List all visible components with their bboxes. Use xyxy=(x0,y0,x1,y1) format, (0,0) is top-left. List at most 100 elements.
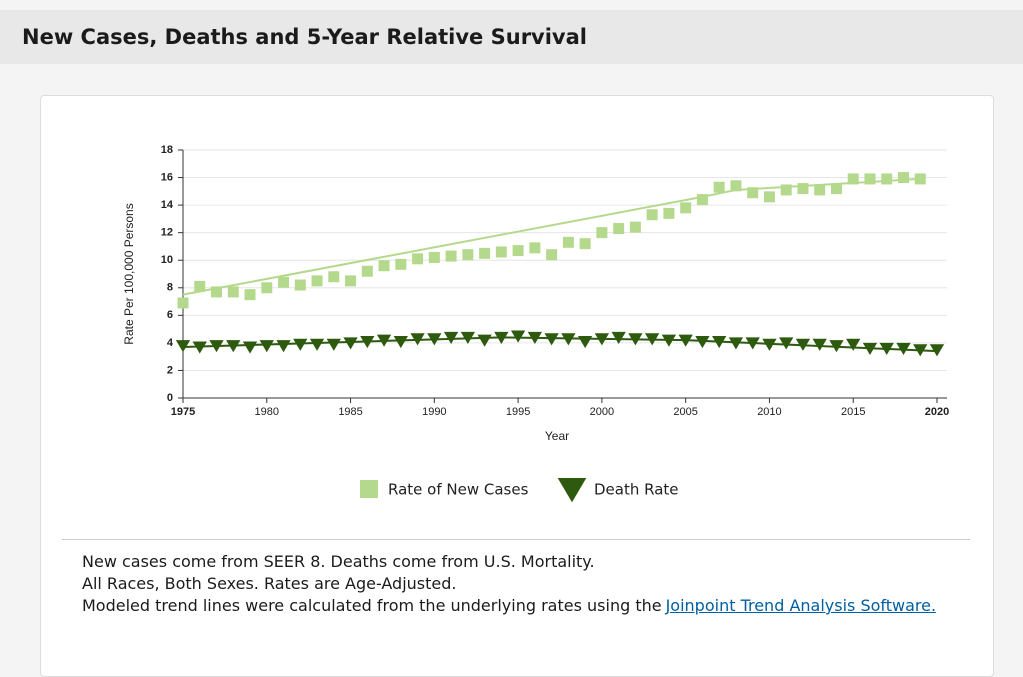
trend-line xyxy=(182,336,938,353)
x-tick-label: 1995 xyxy=(506,406,530,418)
header: New Cases, Deaths and 5-Year Relative Su… xyxy=(0,10,1023,64)
y-tick-label: 10 xyxy=(161,254,173,266)
marker xyxy=(343,337,358,350)
legend-label: Death Rate xyxy=(594,481,679,499)
legend-label: Rate of New Cases xyxy=(388,481,529,499)
marker xyxy=(361,265,373,277)
marker xyxy=(412,253,424,265)
marker xyxy=(211,286,223,298)
y-axis-label: Rate Per 100,000 Persons xyxy=(122,203,136,344)
marker xyxy=(881,173,893,185)
marker xyxy=(261,282,273,294)
marker xyxy=(495,246,507,258)
marker xyxy=(629,221,641,233)
marker xyxy=(846,338,861,351)
x-tick-label: 1985 xyxy=(338,406,362,418)
x-tick-label: 1975 xyxy=(171,406,195,418)
y-tick-label: 12 xyxy=(161,227,173,239)
x-tick-label: 2020 xyxy=(925,406,949,418)
marker xyxy=(276,340,291,353)
marker xyxy=(395,258,407,270)
marker xyxy=(460,331,475,344)
marker xyxy=(494,331,509,344)
marker xyxy=(829,340,844,353)
marker xyxy=(527,331,543,344)
marker xyxy=(294,279,306,291)
title: New Cases, Deaths and 5-Year Relative Su… xyxy=(22,25,587,49)
marker xyxy=(192,341,207,354)
legend-marker xyxy=(360,480,378,498)
marker xyxy=(661,334,677,347)
marker xyxy=(712,336,727,349)
marker xyxy=(611,331,626,344)
marker xyxy=(763,191,775,203)
marker xyxy=(462,249,474,261)
marker xyxy=(695,336,710,349)
x-tick-label: 1990 xyxy=(422,406,446,418)
marker xyxy=(510,330,526,343)
marker xyxy=(194,280,206,292)
marker xyxy=(259,340,274,353)
y-tick-label: 6 xyxy=(167,309,173,321)
x-tick-label: 2000 xyxy=(590,406,614,418)
marker xyxy=(713,181,725,193)
marker xyxy=(645,333,660,346)
marker xyxy=(546,249,558,261)
marker xyxy=(529,242,541,254)
x-axis-label: Year xyxy=(545,429,569,443)
marker xyxy=(812,338,827,351)
marker xyxy=(410,333,425,346)
marker xyxy=(762,338,777,351)
y-tick-label: 16 xyxy=(161,171,173,183)
marker xyxy=(227,286,239,298)
marker xyxy=(244,289,256,301)
marker xyxy=(795,338,811,351)
marker xyxy=(278,276,290,288)
marker xyxy=(477,334,492,347)
marker xyxy=(209,340,224,353)
marker xyxy=(577,336,593,349)
marker xyxy=(328,271,340,283)
link[interactable]: Joinpoint Trend Analysis Software. xyxy=(665,596,937,615)
marker xyxy=(226,340,241,353)
marker xyxy=(175,340,191,353)
marker xyxy=(897,172,909,184)
marker xyxy=(613,223,625,235)
marker xyxy=(445,250,457,262)
marker xyxy=(479,247,491,259)
marker xyxy=(797,183,809,195)
marker xyxy=(847,173,859,185)
note: Modeled trend lines were calculated from… xyxy=(82,595,942,617)
legend-marker xyxy=(557,478,587,503)
note: Modeled trend lines were calculated from… xyxy=(82,596,662,615)
marker xyxy=(830,183,842,195)
marker xyxy=(512,245,524,257)
marker xyxy=(293,338,308,351)
marker xyxy=(663,207,675,219)
marker xyxy=(747,187,759,199)
marker xyxy=(544,333,559,346)
marker xyxy=(929,344,945,357)
marker xyxy=(780,184,792,196)
marker xyxy=(745,337,760,350)
marker xyxy=(864,173,876,185)
marker xyxy=(309,338,325,351)
marker xyxy=(680,202,692,214)
note: New cases come from SEER 8. Deaths come … xyxy=(82,552,595,571)
marker xyxy=(443,331,459,344)
marker xyxy=(242,341,258,354)
marker xyxy=(378,260,390,272)
marker xyxy=(728,337,744,350)
marker xyxy=(779,337,794,350)
x-tick-label: 1980 xyxy=(255,406,279,418)
y-tick-label: 8 xyxy=(167,282,173,294)
marker xyxy=(594,333,610,346)
marker xyxy=(678,334,693,347)
marker xyxy=(730,180,742,192)
marker xyxy=(913,344,928,357)
y-tick-label: 18 xyxy=(161,144,173,156)
marker xyxy=(393,336,408,349)
y-tick-label: 14 xyxy=(161,199,174,211)
